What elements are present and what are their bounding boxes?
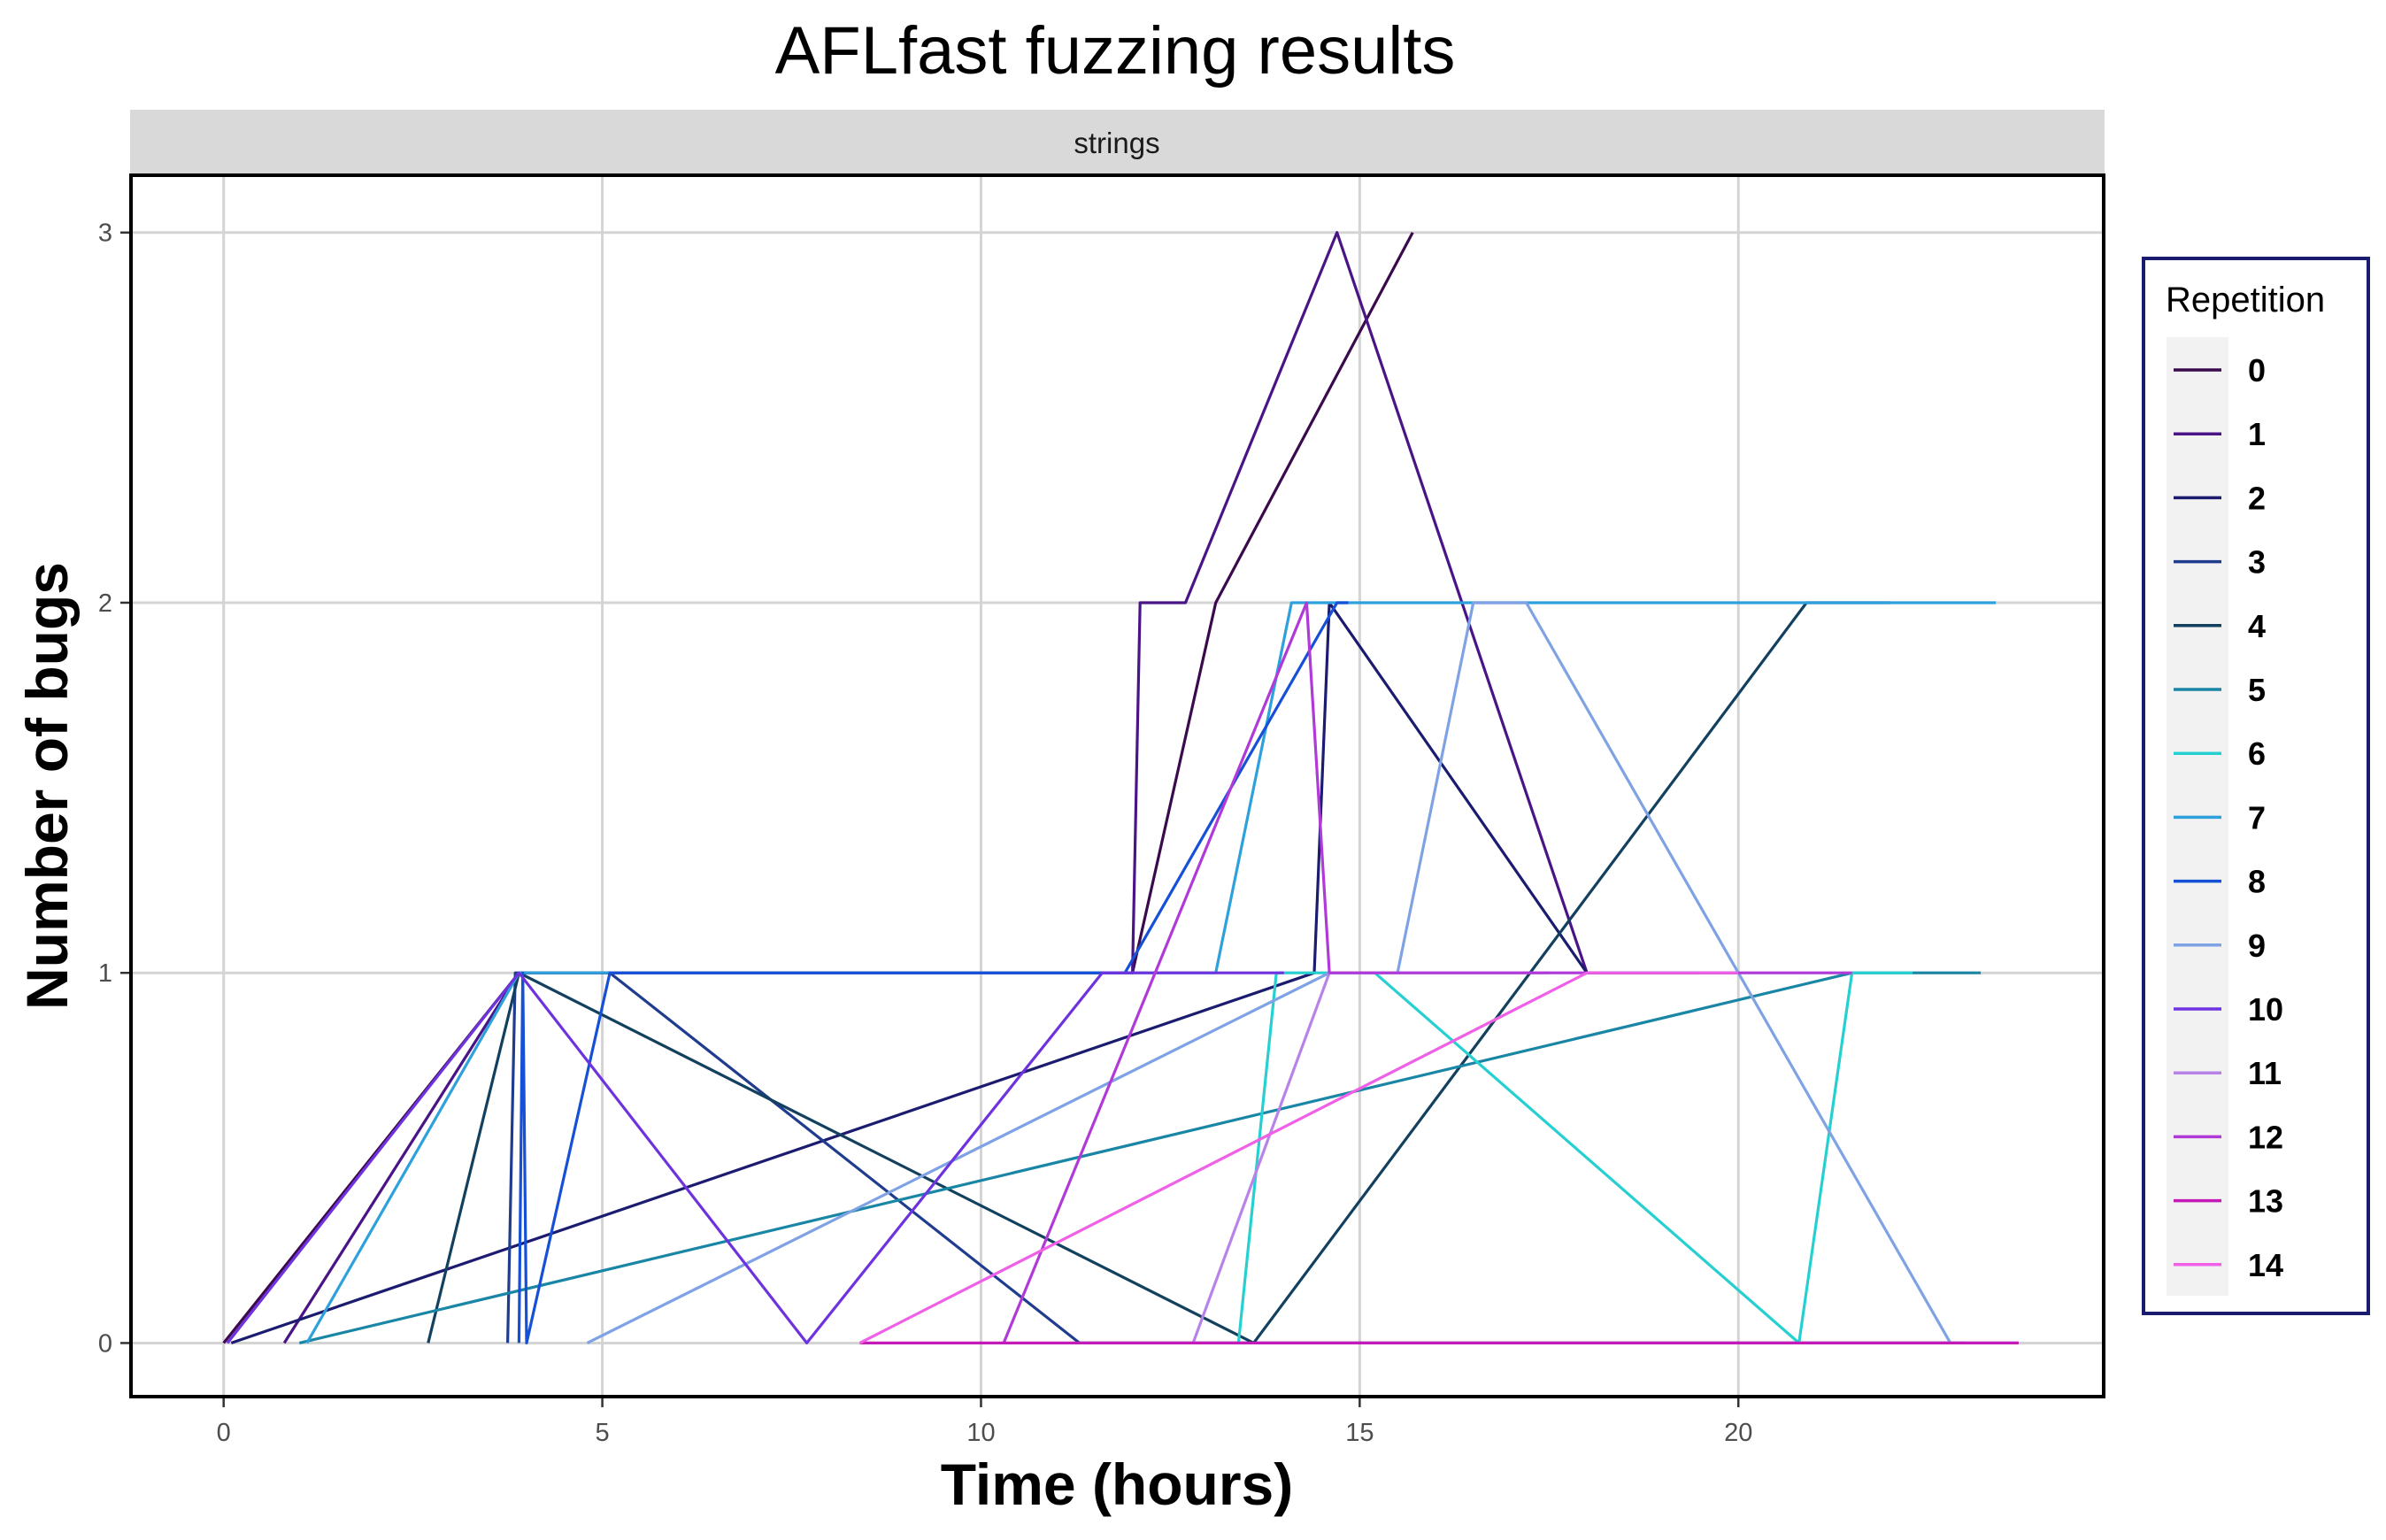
y-tick-label: 3 — [98, 219, 112, 248]
legend-label-3: 3 — [2248, 544, 2266, 581]
y-axis-title: Number of bugs — [14, 562, 80, 1010]
legend-label-8: 8 — [2248, 864, 2266, 900]
legend-label-7: 7 — [2248, 799, 2266, 835]
series-line-14 — [858, 971, 1739, 1344]
series-line-8 — [517, 601, 1349, 1344]
legend-label-14: 14 — [2248, 1247, 2283, 1283]
x-tick-label: 15 — [1345, 1419, 1374, 1447]
x-axis-ticks: 0 5 10 15 20 — [217, 1398, 1752, 1447]
legend-label-2: 2 — [2248, 480, 2266, 516]
x-tick-label: 10 — [966, 1419, 995, 1447]
legend-label-0: 0 — [2248, 352, 2266, 389]
legend-label-13: 13 — [2248, 1183, 2283, 1220]
facet-strip — [130, 110, 2105, 173]
chart-title: AFLfast fuzzing results — [775, 13, 1456, 89]
legend-label-10: 10 — [2248, 991, 2283, 1028]
x-axis-title: Time (hours) — [941, 1451, 1293, 1517]
y-tick-label: 1 — [98, 959, 112, 988]
y-axis-ticks: 0 1 2 3 — [98, 219, 129, 1358]
legend-label-9: 9 — [2248, 928, 2266, 964]
series-line-3 — [506, 971, 1966, 1344]
plot-panel-border — [129, 173, 2105, 1398]
y-tick-label: 0 — [98, 1329, 112, 1358]
facet-strip-label: strings — [1074, 127, 1159, 159]
x-tick-label: 0 — [217, 1419, 231, 1447]
legend-label-5: 5 — [2248, 672, 2266, 708]
legend-label-6: 6 — [2248, 735, 2266, 772]
series-line-6 — [1236, 971, 1913, 1344]
legend-label-1: 1 — [2248, 416, 2266, 452]
legend-label-12: 12 — [2248, 1119, 2283, 1155]
series-lines — [222, 231, 2019, 1344]
series-line-11 — [1191, 971, 1550, 1344]
y-tick-label: 2 — [98, 589, 112, 618]
series-line-5 — [298, 971, 1982, 1344]
series-line-10 — [226, 971, 1284, 1344]
legend-label-4: 4 — [2248, 608, 2266, 644]
x-tick-label: 5 — [596, 1419, 610, 1447]
legend-label-11: 11 — [2248, 1055, 2282, 1091]
x-tick-label: 20 — [1724, 1419, 1752, 1447]
legend-title: Repetition — [2166, 281, 2325, 320]
